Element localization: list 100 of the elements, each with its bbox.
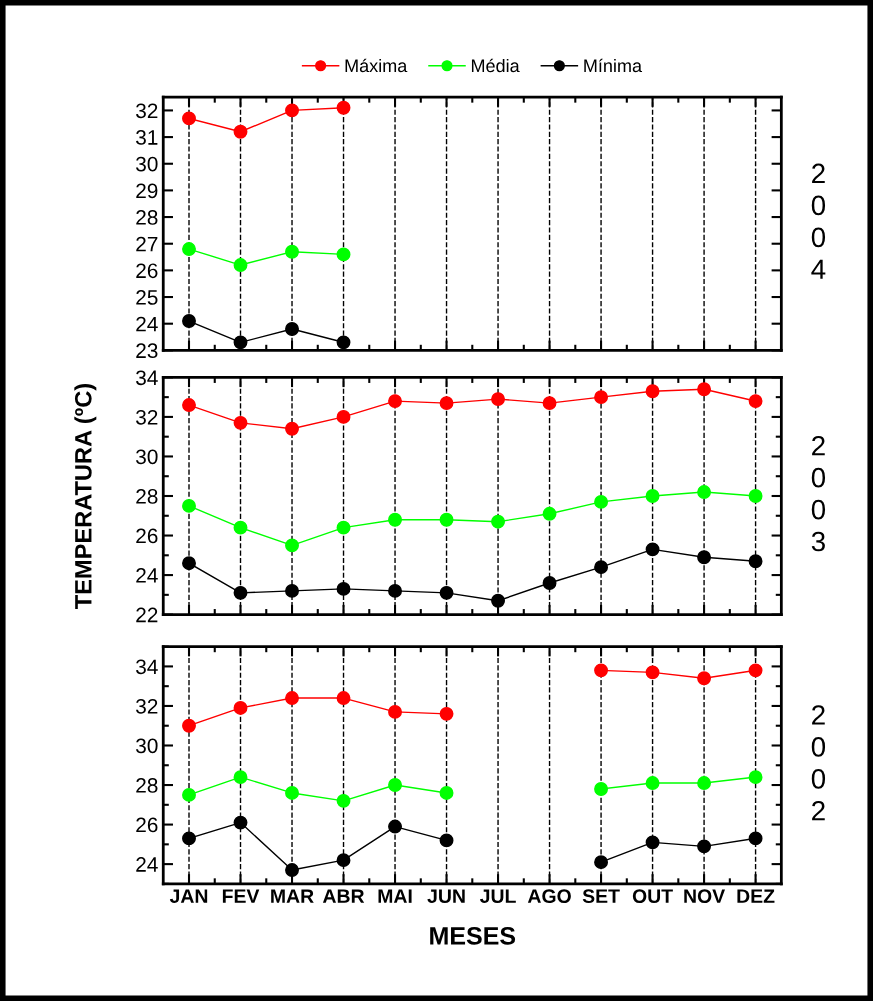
point (388, 819, 402, 834)
x-tick-label: MAI (378, 889, 412, 903)
point (182, 398, 196, 412)
point (748, 394, 763, 409)
point (182, 498, 196, 513)
point (748, 489, 763, 503)
point (748, 831, 763, 846)
x-tick-label: JUL (479, 889, 516, 904)
point (285, 863, 299, 877)
text: 2004 (811, 163, 826, 279)
point (182, 242, 196, 256)
point (285, 244, 299, 259)
point (491, 392, 505, 407)
y-tick-label: 26 (136, 817, 158, 833)
point (233, 258, 248, 272)
y-tick-label: 30 (136, 738, 158, 754)
y-axis-title: TEMPERATURA (ºC) (74, 384, 97, 609)
point (336, 581, 351, 596)
point (645, 489, 660, 503)
point (697, 550, 712, 565)
point (336, 520, 351, 535)
y-tick-label: 30 (136, 156, 158, 172)
legend-label: Mínima (584, 58, 643, 73)
y-tick-label: 30 (136, 449, 158, 465)
point (285, 322, 299, 336)
y-tick-label: 24 (136, 857, 158, 872)
point (491, 593, 505, 608)
point (594, 390, 609, 405)
point (439, 785, 454, 800)
point (233, 585, 248, 600)
y-tick-label: 24 (136, 316, 158, 332)
point (748, 554, 763, 569)
point (594, 494, 609, 509)
legend-label: Máxima (345, 58, 408, 73)
point (285, 421, 299, 436)
y-tick-label: 26 (136, 263, 158, 279)
y-tick-label: 28 (136, 489, 158, 504)
x-tick-label: DEZ (737, 889, 775, 903)
y-tick-label: 27 (136, 236, 158, 252)
point (594, 663, 609, 678)
y-tick-label: 23 (136, 343, 158, 359)
point (388, 778, 402, 792)
point (285, 103, 299, 118)
point (439, 833, 454, 848)
point (233, 815, 248, 830)
x-tick-label: SET (582, 889, 620, 904)
point (285, 691, 299, 705)
point (645, 384, 660, 399)
point (336, 100, 351, 115)
point (233, 520, 248, 535)
point (336, 247, 351, 262)
legend-label: Média (471, 58, 520, 73)
point (285, 538, 299, 553)
point (233, 700, 248, 715)
point (182, 556, 196, 571)
point (388, 583, 402, 598)
point (594, 560, 609, 575)
point (542, 576, 557, 590)
point (697, 776, 712, 791)
text: 2003 (811, 435, 826, 552)
point (697, 671, 712, 686)
x-tick-label: JAN (169, 889, 208, 904)
point (491, 514, 505, 529)
y-tick-label: 26 (136, 528, 158, 544)
point (336, 335, 351, 350)
point (182, 831, 196, 846)
point (182, 111, 196, 126)
y-tick-label: 28 (136, 778, 158, 793)
y-tick-label: 32 (136, 409, 158, 425)
point (594, 855, 609, 870)
point (336, 409, 351, 424)
point (388, 704, 402, 719)
y-tick-label: 24 (136, 568, 158, 583)
point (285, 583, 299, 598)
point (697, 485, 712, 499)
point (233, 770, 248, 785)
y-tick-label: 31 (136, 130, 158, 145)
x-tick-label: OUT (632, 889, 673, 904)
y-tick-label: 28 (136, 210, 158, 225)
x-tick-label: MAR (271, 889, 314, 903)
point (645, 665, 660, 680)
x-axis-title: MESES (430, 926, 516, 945)
point (233, 415, 248, 430)
point (439, 396, 454, 411)
point (388, 394, 402, 409)
point (594, 782, 609, 796)
point (182, 787, 196, 802)
point (439, 706, 454, 721)
y-tick-label: 34 (136, 370, 158, 386)
point (748, 770, 763, 785)
point (748, 663, 763, 678)
text: 2002 (811, 705, 826, 821)
point (439, 512, 454, 527)
point (285, 785, 299, 800)
point (233, 335, 248, 350)
y-tick-label: 32 (136, 103, 158, 119)
x-tick-label: NOV (684, 889, 726, 904)
y-tick-label: 34 (136, 659, 158, 675)
point (336, 853, 351, 868)
point (388, 512, 402, 527)
